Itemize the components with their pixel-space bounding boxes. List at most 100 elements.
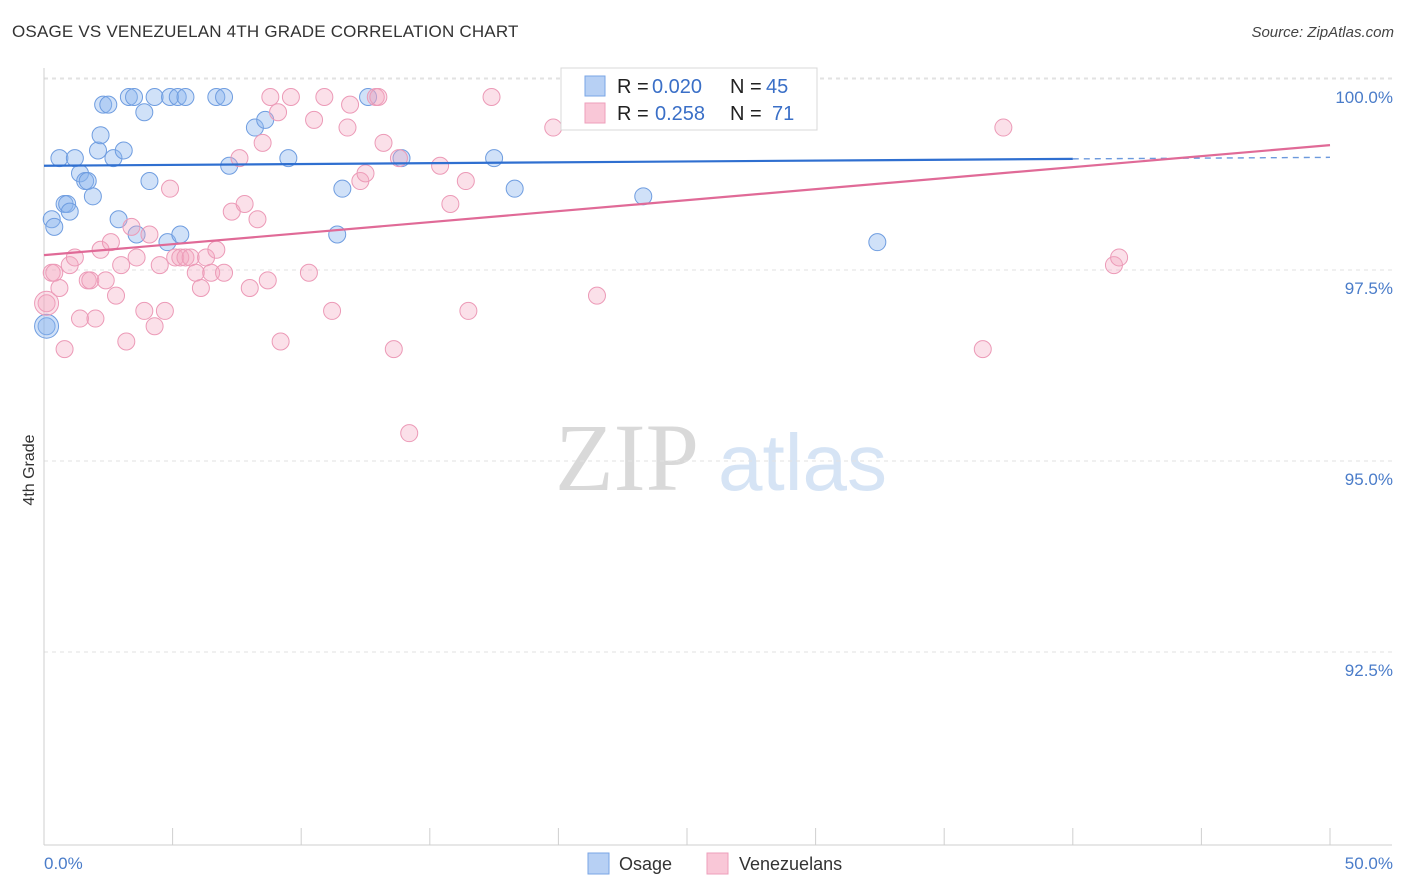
venezuelans-point	[269, 103, 288, 122]
venezuelans-point	[45, 263, 64, 282]
venezuelans-point	[166, 248, 185, 267]
venezuelans-point	[155, 301, 174, 320]
venezuelans-point	[374, 133, 393, 152]
osage-point	[245, 118, 264, 137]
y-tick-label: 95.0%	[1345, 470, 1393, 489]
osage-point	[171, 225, 190, 244]
venezuelans-point	[441, 194, 460, 213]
venezuelans-point	[230, 149, 249, 168]
venezuelans-point	[253, 133, 272, 152]
osage-point	[485, 149, 504, 168]
venezuelans-point	[1110, 248, 1129, 267]
venezuelans-point	[101, 233, 120, 252]
venezuelans-point	[127, 248, 146, 267]
osage-point	[176, 88, 195, 106]
x-tick-label: 50.0%	[1345, 854, 1393, 873]
legend-osage-label: Osage	[619, 854, 672, 874]
legend-osage-swatch	[587, 852, 610, 875]
venezuelans-point	[281, 88, 300, 106]
y-tick-label: 97.5%	[1345, 279, 1393, 298]
osage-point	[94, 95, 113, 114]
legend-venezuelans-swatch	[706, 852, 729, 875]
venezuelans-point	[271, 332, 290, 351]
osage-r-value: 0.020	[652, 76, 702, 98]
venezuelans-point	[305, 110, 324, 129]
venezuelans-point	[482, 88, 501, 106]
bottom-legend: Osage Venezuelans	[587, 852, 842, 875]
venezuelans-point	[117, 332, 136, 351]
venezuelans-point	[544, 118, 563, 137]
venezuelans-point	[323, 301, 342, 320]
venezuelans-point	[400, 424, 419, 443]
venezuelans-point	[150, 256, 169, 275]
venezuelans-n-label: N =	[730, 103, 762, 125]
venezuelans-point	[107, 286, 126, 305]
venezuelans-point	[459, 301, 478, 320]
venezuelans-point	[191, 279, 210, 297]
venezuelans-point	[140, 225, 159, 244]
watermark-atlas: atlas	[718, 418, 887, 507]
venezuelans-point	[171, 248, 190, 267]
venezuelans-point	[161, 179, 180, 198]
osage-point	[91, 126, 110, 145]
venezuelans-point	[86, 309, 105, 328]
osage-trend-line	[43, 157, 1073, 167]
osage-point-large	[34, 313, 60, 339]
legend-venezuelans-label: Venezuelans	[739, 854, 842, 874]
venezuelans-point	[55, 340, 74, 359]
venezuelans-point	[369, 88, 388, 106]
venezuelans-swatch	[584, 102, 606, 124]
osage-point	[45, 217, 64, 236]
venezuelans-point	[235, 194, 254, 213]
y-tick-label: 92.5%	[1345, 661, 1393, 680]
osage-point	[868, 233, 887, 252]
osage-point	[119, 88, 138, 106]
venezuelans-point	[356, 164, 375, 183]
osage-point	[161, 88, 180, 106]
venezuelans-point	[176, 248, 195, 267]
axes: 100.0% 97.5% 95.0% 92.5% 0.0% 50.0%	[43, 68, 1393, 873]
osage-point	[114, 141, 133, 160]
osage-point	[83, 187, 102, 206]
osage-trend-extension	[1072, 156, 1331, 160]
osage-point	[78, 172, 97, 191]
osage-swatch	[584, 75, 606, 97]
venezuelans-point	[973, 340, 992, 359]
source-label: Source: ZipAtlas.com	[1251, 24, 1394, 41]
venezuelans-point	[207, 240, 226, 259]
venezuelans-point-large	[34, 290, 60, 316]
osage-n-value: 45	[766, 76, 788, 98]
osage-point	[505, 179, 524, 198]
osage-point	[207, 88, 226, 106]
venezuelans-point	[384, 340, 403, 359]
osage-point	[140, 172, 159, 191]
osage-point	[104, 149, 123, 168]
venezuelans-point	[71, 309, 90, 328]
venezuelans-n-value: 71	[772, 103, 794, 125]
osage-point	[145, 88, 164, 106]
venezuelans-point	[248, 210, 267, 229]
venezuelans-point	[122, 217, 141, 236]
venezuelans-point	[431, 156, 450, 175]
stats-legend: R = 0.020 N = 45 R = 0.258 N = 71	[560, 67, 818, 131]
osage-point	[50, 149, 69, 168]
x-tick-label: 0.0%	[44, 854, 83, 873]
venezuelans-point	[37, 294, 56, 313]
osage-point	[60, 202, 79, 221]
venezuelans-point	[994, 118, 1013, 137]
venezuelans-point	[341, 95, 360, 114]
osage-point	[279, 149, 298, 168]
venezuelans-point	[240, 279, 259, 297]
venezuelans-r-label: R =	[617, 103, 649, 125]
venezuelans-point	[202, 263, 221, 282]
osage-n-label: N =	[730, 76, 762, 98]
venezuelans-trend-line	[43, 144, 1331, 257]
trend-lines	[43, 144, 1331, 257]
watermark-zip: ZIP	[555, 404, 699, 511]
venezuelans-point	[587, 286, 606, 305]
venezuelans-point	[135, 301, 154, 320]
osage-point	[65, 149, 84, 168]
venezuelans-point	[112, 256, 131, 275]
venezuelans-point	[181, 248, 200, 267]
